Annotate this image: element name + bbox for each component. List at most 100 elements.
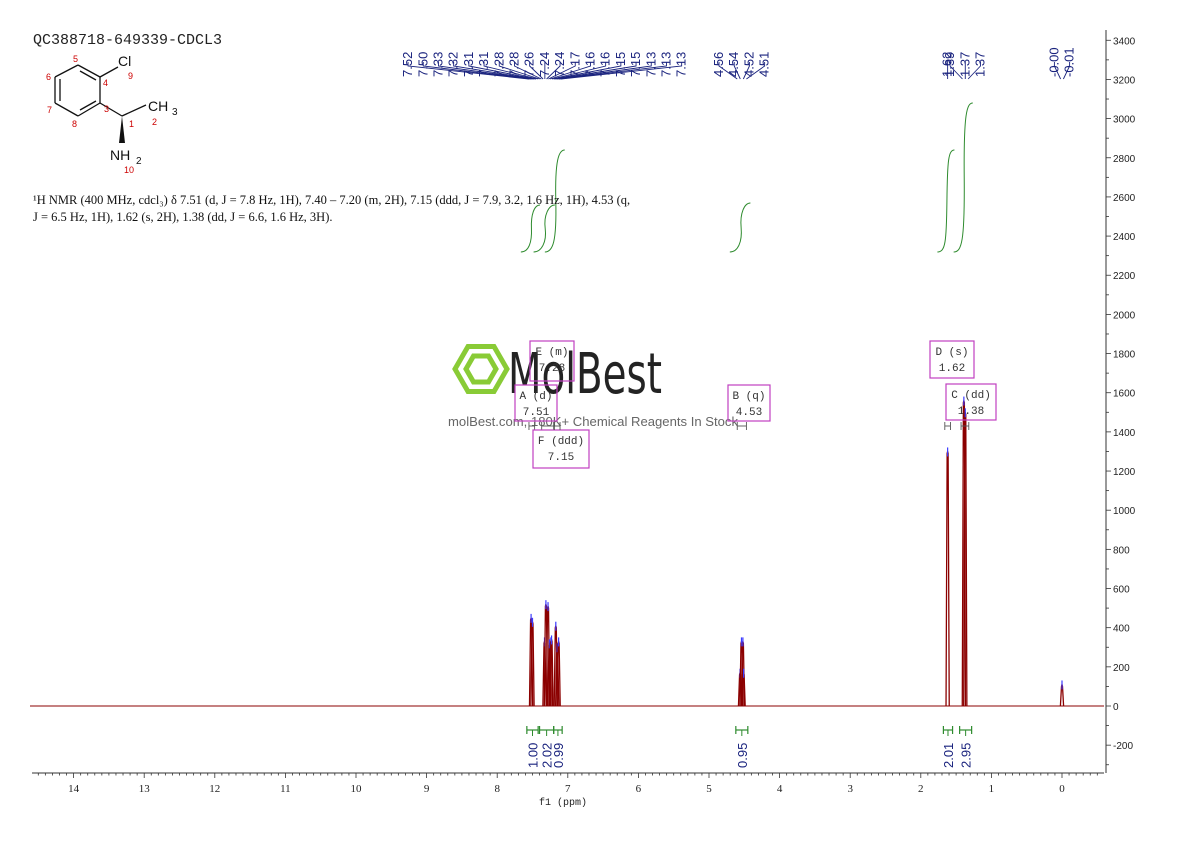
atom-number: 2 [152, 117, 157, 127]
peak-label: 4.51 [757, 52, 772, 77]
peak-label-leader [546, 62, 561, 80]
peak-label-leader [468, 62, 537, 80]
integral-curve [729, 202, 751, 253]
y-tick-label: 400 [1113, 624, 1130, 635]
peak-label: 7.28 [506, 52, 521, 77]
integral-value: 0.99 [551, 743, 566, 768]
y-tick-label: 1200 [1113, 467, 1136, 478]
atom-number: 7 [47, 105, 52, 115]
peak-label: 4.52 [741, 52, 756, 77]
x-axis-label: f1 (ppm) [539, 797, 587, 809]
y-tick-label: 1600 [1113, 389, 1136, 400]
peak-label-leader [733, 62, 741, 80]
peak-label: 1.37 [957, 52, 972, 77]
multiplet-title: C (dd) [951, 390, 991, 402]
x-tick-label: 2 [918, 783, 924, 795]
multiplet-box [529, 340, 575, 382]
ring-bond [54, 102, 79, 117]
ring-bond [54, 64, 79, 78]
peak-label-leader [746, 62, 766, 80]
y-tick-label: 2400 [1113, 232, 1136, 243]
atom-number: 1 [129, 119, 134, 129]
x-tick-label: 3 [847, 783, 853, 795]
peak-label: 7.33 [430, 52, 445, 77]
peak-label-leader [1053, 62, 1061, 80]
integral-curve [520, 204, 541, 253]
peak-label: 7.52 [400, 52, 415, 77]
integral-value: 2.95 [959, 743, 974, 768]
x-tick-label: 6 [636, 783, 642, 795]
multiplet-shift: 1.38 [958, 406, 984, 418]
peak-label: 7.24 [537, 52, 552, 77]
watermark-tagline: molBest.com, 180K+ Chemical Reagents In … [448, 415, 739, 429]
atom-number: 5 [73, 54, 78, 64]
integral-curve [533, 204, 555, 253]
peak-label-leader [967, 62, 981, 80]
peak-label-leader [742, 62, 750, 80]
peak-label-leader [407, 62, 530, 80]
watermark-logo-inner-icon [463, 353, 499, 385]
peak-label-leader [553, 62, 622, 80]
x-tick-label: 14 [68, 783, 80, 795]
peak-label: 1.62 [940, 52, 955, 77]
watermark: MolBest molBest.com, 180K+ Chemical Reage… [448, 342, 739, 429]
peak-label-leader [1063, 62, 1071, 80]
peak-label-leader [422, 62, 531, 80]
peak-label-leader [548, 62, 576, 80]
x-tick-label: 0 [1059, 783, 1065, 795]
multiplet-shift: 4.53 [736, 407, 762, 419]
c-ch3-bond [121, 104, 147, 117]
x-tick-label: 5 [706, 783, 712, 795]
peak-label-leader [498, 62, 540, 80]
multiplet-shift: 7.28 [539, 363, 565, 375]
nh2-label: NH [110, 147, 130, 163]
peak-label: 7.32 [446, 52, 461, 77]
atom-number: 4 [103, 78, 108, 88]
peak-label: 7.31 [476, 52, 491, 77]
peak-label-leader [483, 62, 538, 80]
y-tick-label: -200 [1113, 741, 1133, 752]
peak-label: 7.13 [674, 52, 689, 77]
integral-curve [953, 102, 973, 253]
y-tick-label: 2000 [1113, 310, 1136, 321]
peak-label: 1.39 [942, 52, 957, 77]
x-tick-label: 1 [989, 783, 995, 795]
atom-number: 9 [128, 71, 133, 81]
peak-label: 7.50 [415, 52, 430, 77]
x-tick-label: 11 [280, 783, 291, 795]
multiplet-box [727, 384, 771, 422]
x-tick-label: 9 [424, 783, 430, 795]
sample-id: QC388718-649339-CDCL3 [33, 32, 223, 49]
peak-label-leader [551, 62, 607, 80]
y-axis: -200 0 200 400 600 800 1000 1200 1400 1600 1800 200… [1105, 30, 1136, 773]
ring-double-bond [79, 100, 97, 111]
integral-value: 0.95 [735, 743, 750, 768]
y-tick-label: 0 [1113, 702, 1119, 713]
peak-label-leader [718, 62, 738, 80]
multiplet-shift: 7.51 [523, 407, 550, 419]
y-tick-label: 1800 [1113, 350, 1136, 361]
atom-number: 6 [46, 72, 51, 82]
ring-double-bond [79, 70, 97, 81]
peak-label-leader [555, 62, 637, 80]
spectrum-trace [30, 396, 1104, 707]
peak-label-leader [514, 62, 542, 80]
multiplet-title: F (ddd) [538, 436, 584, 448]
peak-label-leader [453, 62, 535, 80]
peak-label: 7.26 [522, 52, 537, 77]
peak-label-leader [557, 62, 652, 80]
multiplet-title: A (d) [519, 391, 552, 403]
y-tick-label: 800 [1113, 545, 1130, 556]
peak-label-leader [550, 62, 591, 80]
peak-label: 7.13 [643, 52, 658, 77]
atom-number: 3 [104, 104, 109, 114]
y-tick-label: 2800 [1113, 154, 1136, 165]
peak-label-group: 7.52 7.50 7.33 7.32 7.31 7.31 7.28 7.28 7.26 7.24… [400, 47, 1077, 80]
peak-label: 1.37 [972, 52, 987, 77]
peak-label: 7.17 [567, 52, 582, 77]
integral-curves [520, 102, 973, 253]
watermark-logo-icon [452, 343, 510, 395]
integral-bars: 1.00 2.020.99 0.95 2.01 2.95 [526, 726, 974, 768]
nmr-summary-text: ¹H NMR (400 MHz, cdcl₃) δ 7.51 (d, J = 7… [33, 193, 631, 224]
multiplet-box [929, 340, 975, 379]
